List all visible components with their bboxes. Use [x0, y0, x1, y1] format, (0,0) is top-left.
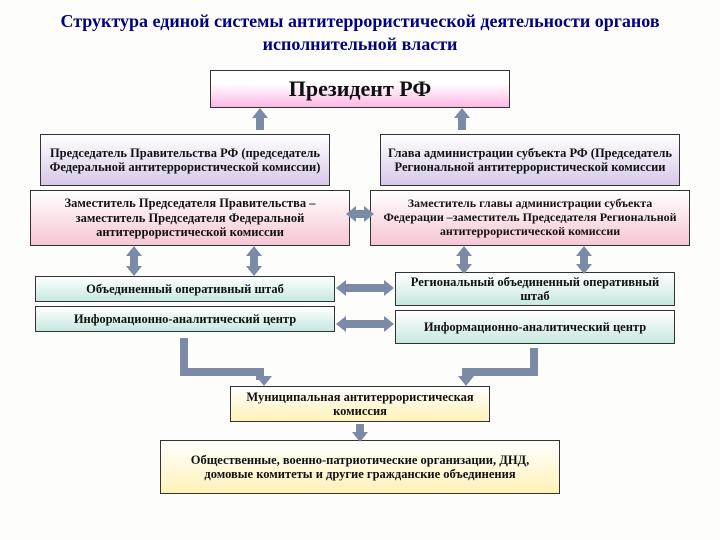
arrow-head-icon: [246, 266, 262, 276]
node-right-1: Глава администрации субъекта РФ (Председ…: [380, 134, 680, 186]
arrow-head-icon: [364, 206, 374, 222]
arrow-l4-r4: [344, 320, 386, 328]
node-left-4: Информационно-аналитический центр: [35, 306, 335, 332]
node-right-3-label: Региональный объединенный оперативный шт…: [396, 273, 674, 306]
node-left-1-label: Председатель Правительства РФ (председат…: [41, 144, 329, 177]
node-right-3: Региональный объединенный оперативный шт…: [395, 272, 675, 306]
arrow-head-icon: [336, 316, 346, 332]
arrow-head-icon: [576, 264, 592, 274]
arrow-head-icon: [454, 108, 470, 118]
node-right-4-label: Информационно-аналитический центр: [418, 318, 652, 336]
arrow-head-icon: [252, 108, 268, 118]
node-left-3-label: Объединенный оперативный штаб: [80, 280, 290, 298]
arrow-head-icon: [458, 376, 474, 386]
node-left-3: Объединенный оперативный штаб: [35, 276, 335, 302]
arrow-l-to-b1-h: [180, 368, 240, 376]
arrow-r-to-b1-h: [466, 368, 538, 376]
arrow-head-icon: [576, 246, 592, 256]
node-right-4: Информационно-аналитический центр: [395, 310, 675, 344]
arrow-head-icon: [456, 264, 472, 274]
arrow-head-icon: [352, 432, 368, 442]
node-right-2-label: Заместитель главы администрации субъекта…: [371, 195, 689, 240]
node-left-1: Председатель Правительства РФ (председат…: [40, 134, 330, 186]
arrow-president-r1: [458, 116, 466, 130]
node-bottom-2-label: Общественные, военно-патриотические орга…: [161, 451, 559, 484]
diagram-title: Структура единой системы антитеррористич…: [0, 0, 720, 59]
arrow-l-to-b1-h2: [236, 368, 260, 376]
arrow-president-l1: [256, 116, 264, 130]
node-left-4-label: Информационно-аналитический центр: [68, 310, 302, 328]
arrow-head-icon: [456, 246, 472, 256]
node-bottom-1-label: Муниципальная антитеррористическая комис…: [231, 388, 489, 421]
node-left-2: Заместитель Председателя Правительства –…: [30, 190, 350, 246]
arrow-head-icon: [346, 206, 356, 222]
arrow-l3-r3: [344, 284, 386, 292]
node-bottom-2: Общественные, военно-патриотические орга…: [160, 440, 560, 494]
arrow-head-icon: [126, 266, 142, 276]
arrow-head-icon: [384, 280, 394, 296]
node-president: Президент РФ: [210, 70, 510, 108]
node-right-1-label: Глава администрации субъекта РФ (Председ…: [381, 144, 679, 177]
arrow-l-to-b1: [180, 338, 188, 368]
arrow-head-icon: [126, 246, 142, 256]
arrow-head-icon: [246, 246, 262, 256]
node-right-2: Заместитель главы администрации субъекта…: [370, 190, 690, 246]
node-president-label: Президент РФ: [283, 74, 437, 103]
arrow-head-icon: [336, 280, 346, 296]
node-left-2-label: Заместитель Председателя Правительства –…: [31, 194, 349, 241]
arrow-head-icon: [384, 316, 394, 332]
node-bottom-1: Муниципальная антитеррористическая комис…: [230, 386, 490, 422]
